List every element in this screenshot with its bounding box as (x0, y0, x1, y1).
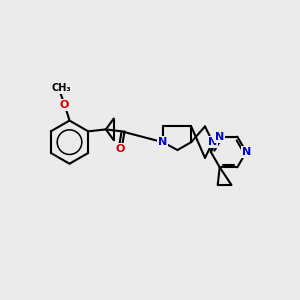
Text: O: O (60, 100, 69, 110)
Text: N: N (215, 132, 224, 142)
Text: CH₃: CH₃ (52, 83, 71, 93)
Text: N: N (158, 137, 167, 147)
Text: N: N (242, 147, 251, 157)
Text: N: N (208, 137, 218, 147)
Text: O: O (116, 144, 125, 154)
